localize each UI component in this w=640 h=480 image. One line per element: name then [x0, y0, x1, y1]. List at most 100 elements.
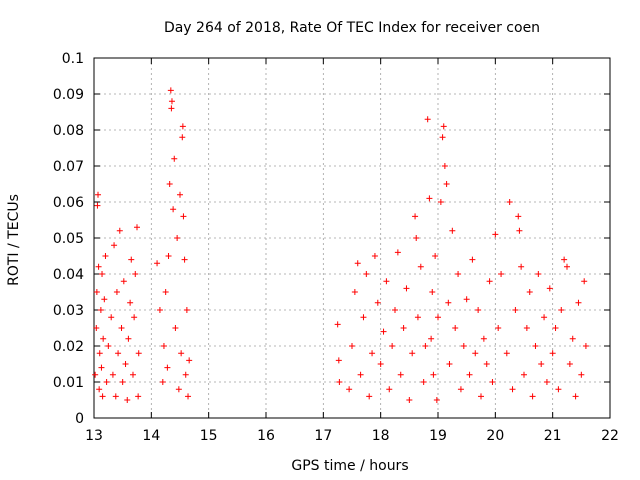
y-tick-label: 0.01 [53, 375, 84, 391]
data-point [575, 299, 582, 306]
data-point [167, 87, 174, 94]
data-point [432, 253, 439, 259]
x-tick-label: 15 [200, 428, 218, 444]
data-point [95, 263, 102, 270]
data-point [535, 271, 542, 277]
data-point [523, 325, 530, 331]
data-point [430, 371, 437, 378]
data-point [420, 379, 427, 385]
data-point [512, 307, 519, 313]
data-point [581, 278, 588, 285]
data-points [92, 87, 589, 403]
data-point [134, 224, 140, 231]
data-point [164, 364, 171, 371]
data-point [371, 253, 378, 259]
data-point [105, 343, 112, 349]
data-point [457, 386, 464, 393]
plot-frame [93, 57, 611, 419]
data-point [578, 371, 585, 378]
data-point [516, 227, 523, 234]
data-point [116, 227, 123, 234]
data-point [135, 350, 142, 357]
x-tick-label: 19 [429, 428, 447, 444]
data-point [424, 116, 431, 123]
data-point [98, 364, 105, 371]
axis-tick-labels: 13 14 15 16 17 18 19 20 21 22 0 0.01 0.02 0.03 0.04 0.0… [53, 51, 619, 444]
data-point [414, 314, 421, 321]
data-point [506, 199, 513, 205]
data-point [101, 296, 108, 303]
data-point [96, 386, 103, 393]
data-point [186, 357, 193, 364]
data-point [336, 379, 343, 385]
x-tick-label: 17 [314, 428, 332, 444]
data-point [443, 181, 450, 187]
y-tick-label: 0.03 [53, 303, 84, 319]
data-point [439, 134, 446, 141]
data-point [429, 289, 436, 295]
data-point [377, 361, 384, 367]
chart-title: Day 264 of 2018, Rate Of TEC Index for r… [164, 20, 540, 36]
data-point [178, 350, 185, 357]
axis-ticks [93, 57, 611, 419]
data-point [108, 314, 115, 321]
data-point [509, 386, 516, 393]
data-point [346, 386, 353, 393]
data-point [400, 325, 407, 331]
data-point [469, 256, 476, 263]
data-point [412, 213, 419, 220]
data-point [175, 386, 182, 393]
data-point [569, 335, 576, 342]
data-point [115, 350, 122, 357]
x-tick-label: 20 [486, 428, 504, 444]
x-axis-label: GPS time / hours [291, 458, 408, 474]
data-point [406, 397, 413, 403]
data-point [386, 386, 393, 393]
data-point [185, 393, 192, 400]
x-tick-label: 22 [601, 428, 619, 444]
x-tick-label: 14 [142, 428, 160, 444]
data-point [440, 123, 447, 130]
data-point [177, 191, 183, 198]
data-point [463, 296, 470, 303]
data-point [170, 206, 177, 213]
data-point [526, 289, 533, 295]
data-point [97, 307, 104, 313]
data-point [483, 361, 490, 367]
y-tick-label: 0.09 [53, 87, 84, 103]
data-point [156, 307, 163, 313]
data-point [532, 343, 539, 349]
y-tick-label: 0.08 [53, 123, 84, 139]
data-point [552, 325, 559, 331]
data-point [118, 325, 125, 331]
data-point [478, 393, 484, 400]
data-point [179, 123, 186, 130]
data-point [351, 289, 358, 295]
data-point [566, 361, 573, 367]
x-tick-label: 16 [257, 428, 275, 444]
x-tick-label: 21 [544, 428, 562, 444]
data-point [486, 278, 493, 285]
data-point [103, 379, 110, 385]
grid-lines [94, 58, 610, 418]
data-point [181, 256, 188, 263]
data-point [455, 271, 462, 277]
data-point [182, 371, 189, 378]
x-tick-label: 18 [372, 428, 390, 444]
data-point [374, 299, 381, 306]
data-point [546, 285, 553, 292]
data-point [360, 314, 367, 321]
data-point [435, 314, 441, 321]
data-point [475, 307, 482, 313]
data-point [392, 307, 398, 313]
data-point [132, 271, 139, 277]
x-tick-label: 13 [85, 428, 103, 444]
data-point [417, 263, 424, 270]
data-point [529, 393, 536, 400]
y-axis-label: ROTI / TECUs [6, 194, 22, 286]
data-point [160, 343, 167, 349]
data-point [95, 191, 102, 198]
data-point [154, 260, 161, 267]
data-point [445, 299, 452, 306]
